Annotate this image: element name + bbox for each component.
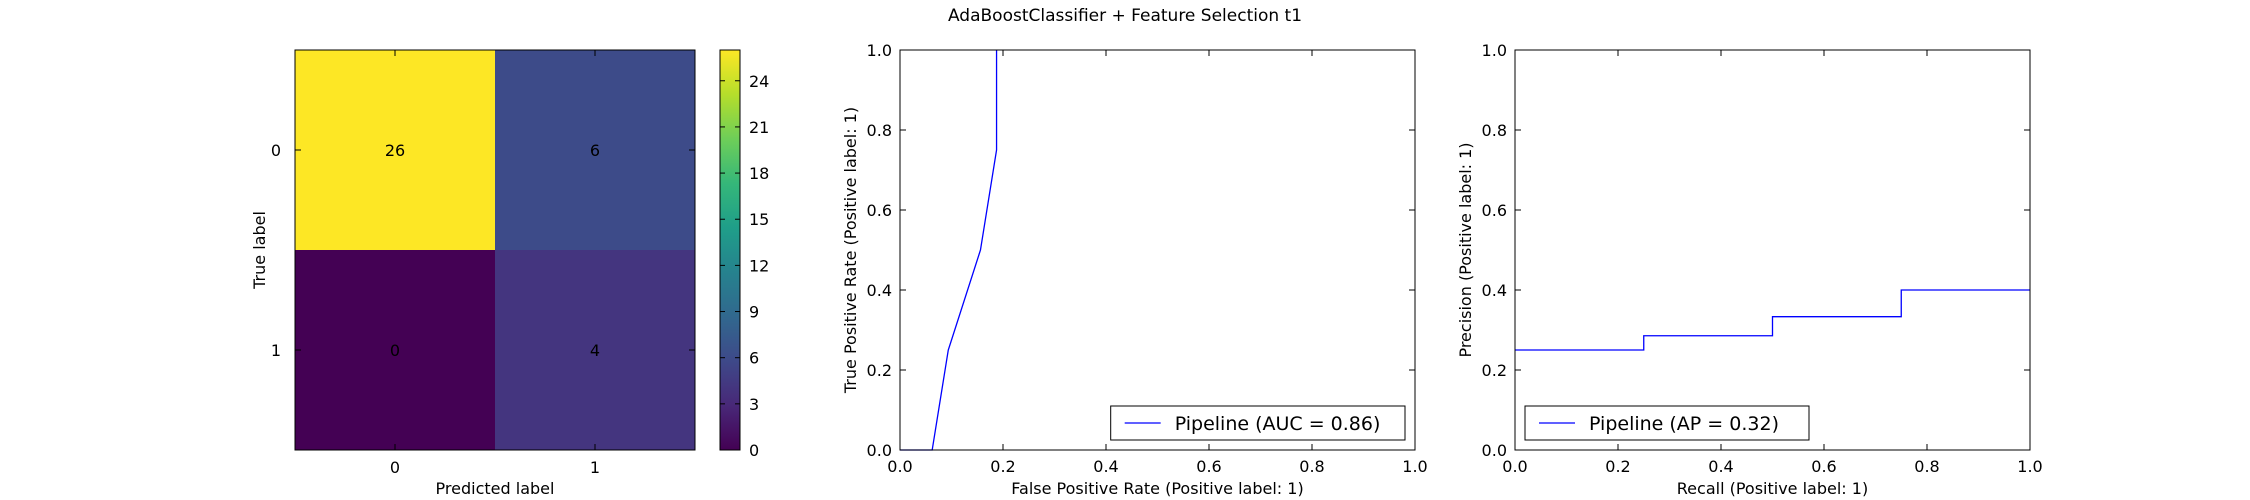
colorbar-tick-label: 24 — [749, 72, 769, 91]
cm-cell — [295, 50, 495, 250]
cm-frame — [294, 49, 696, 451]
x-tick-label: 0.4 — [1093, 457, 1118, 476]
x-tick-label: 0.8 — [1299, 457, 1324, 476]
x-tick-label: 0 — [390, 458, 400, 477]
cm-value-label: 0 — [390, 341, 400, 360]
colorbar-tick-label: 3 — [749, 395, 759, 414]
x-tick-label: 0.6 — [1811, 457, 1836, 476]
series-line — [1515, 289, 2030, 351]
x-axis-label: Predicted label — [436, 479, 555, 498]
colorbar-tick-label: 6 — [749, 349, 759, 368]
y-tick-label: 0.8 — [867, 121, 892, 140]
colorbar-tick-label: 9 — [749, 303, 759, 322]
legend-label: Pipeline (AP = 0.32) — [1589, 413, 1779, 435]
x-axis-label: False Positive Rate (Positive label: 1) — [1011, 479, 1303, 498]
y-tick-label: 1.0 — [1482, 41, 1507, 60]
plot-frame — [1514, 49, 2031, 451]
cm-cell — [295, 250, 495, 450]
y-tick-label: 0.4 — [867, 281, 892, 300]
legend: Pipeline (AUC = 0.86) — [1110, 405, 1406, 441]
y-tick-label: 1.0 — [867, 41, 892, 60]
colorbar-fill — [719, 49, 741, 451]
x-axis-label: Recall (Positive label: 1) — [1677, 479, 1868, 498]
y-tick-label: 0 — [271, 141, 281, 160]
x-tick-label: 0.0 — [1502, 457, 1527, 476]
y-tick-label: 0.6 — [867, 201, 892, 220]
plot-frame — [899, 49, 1416, 451]
y-axis-label: True Positive Rate (Positive label: 1) — [841, 107, 860, 394]
y-tick-label: 0.2 — [867, 361, 892, 380]
x-tick-label: 0.2 — [1605, 457, 1630, 476]
pr-panel: 0.0 0.2 0.4 0.6 0.8 1.0 0.0 0.2 0.4 0.6 0.8 1.0 Reca… — [1456, 41, 2043, 498]
confusion-matrix: 26 6 0 4 0 1 0 1 Predicted label True label — [250, 49, 696, 498]
x-tick-label: 0.6 — [1196, 457, 1221, 476]
y-tick-label: 0.2 — [1482, 361, 1507, 380]
cm-value-label: 6 — [590, 141, 600, 160]
x-tick-label: 0.4 — [1708, 457, 1733, 476]
x-tick-label: 0.2 — [990, 457, 1015, 476]
legend-label: Pipeline (AUC = 0.86) — [1175, 413, 1381, 435]
y-tick-label: 0.6 — [1482, 201, 1507, 220]
series-line — [900, 50, 998, 451]
x-tick-label: 1.0 — [2017, 457, 2042, 476]
colorbar-tick-label: 21 — [749, 118, 769, 137]
y-tick-label: 0.8 — [1482, 121, 1507, 140]
colorbar-tick-label: 12 — [749, 256, 769, 275]
colorbar-tick-label: 15 — [749, 210, 769, 229]
colorbar: 0 3 6 9 12 15 18 21 24 — [719, 49, 769, 460]
colorbar-tick-label: 0 — [749, 441, 759, 460]
x-tick-label: 1.0 — [1402, 457, 1427, 476]
y-tick-label: 0.4 — [1482, 281, 1507, 300]
y-axis-label: True label — [250, 211, 269, 290]
cm-value-label: 26 — [385, 141, 405, 160]
y-tick-label: 0.0 — [1482, 441, 1507, 460]
figure-title: AdaBoostClassifier + Feature Selection t… — [947, 6, 1303, 26]
x-tick-label: 0.0 — [887, 457, 912, 476]
legend: Pipeline (AP = 0.32) — [1524, 405, 1810, 441]
y-tick-label: 0.0 — [867, 441, 892, 460]
y-tick-label: 1 — [271, 341, 281, 360]
x-tick-label: 0.8 — [1914, 457, 1939, 476]
colorbar-tick-label: 18 — [749, 164, 769, 183]
cm-cell — [495, 50, 695, 250]
cm-value-label: 4 — [590, 341, 600, 360]
y-axis-label: Precision (Positive label: 1) — [1456, 142, 1475, 357]
roc-panel: 0.0 0.2 0.4 0.6 0.8 1.0 0.0 0.2 0.4 0.6 0.8 1.0 Fals… — [841, 41, 1428, 498]
x-tick-label: 1 — [590, 458, 600, 477]
cm-cell — [495, 250, 695, 450]
